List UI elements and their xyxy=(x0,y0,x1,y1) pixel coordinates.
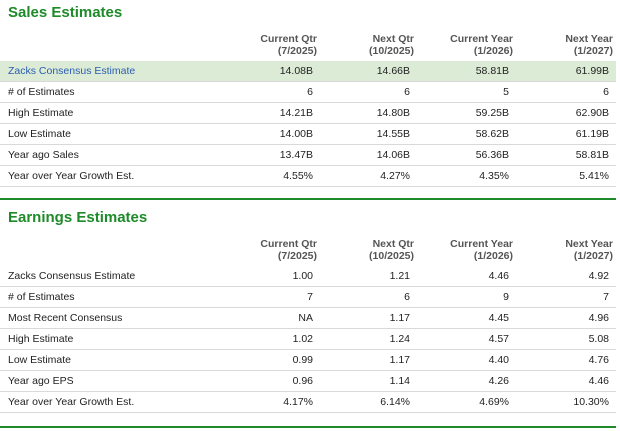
table-cell: 4.92 xyxy=(588,270,609,282)
table-row: Year ago Sales 13.47B 14.06B 56.36B 58.8… xyxy=(0,145,616,166)
table-cell: 1.14 xyxy=(389,375,410,387)
section-divider xyxy=(0,426,616,428)
row-label: # of Estimates xyxy=(8,86,75,98)
table-cell: 1.02 xyxy=(292,333,313,345)
table-row: Most Recent Consensus NA 1.17 4.45 4.96 xyxy=(0,308,616,329)
row-label: Year over Year Growth Est. xyxy=(8,170,135,182)
table-cell: 4.55% xyxy=(283,170,313,182)
table-cell: 0.96 xyxy=(292,375,313,387)
table-cell: 1.17 xyxy=(389,312,410,324)
table-row: Low Estimate 14.00B 14.55B 58.62B 61.19B xyxy=(0,124,616,145)
table-cell: 4.76 xyxy=(588,354,609,366)
earnings-header-current-qtr: Current Qtr (7/2025) xyxy=(260,238,317,262)
table-row: Year ago EPS 0.96 1.14 4.26 4.46 xyxy=(0,371,616,392)
table-cell: 58.81B xyxy=(575,149,609,161)
table-cell: 4.45 xyxy=(488,312,509,324)
table-row: High Estimate 1.02 1.24 4.57 5.08 xyxy=(0,329,616,350)
table-cell: 7 xyxy=(603,291,609,303)
table-row: # of Estimates 7 6 9 7 xyxy=(0,287,616,308)
sales-estimates-section: Sales Estimates Current Qtr (7/2025) Nex… xyxy=(0,0,620,200)
row-label: Low Estimate xyxy=(8,354,72,366)
table-cell: 4.69% xyxy=(479,396,509,408)
row-label: Year ago Sales xyxy=(8,149,79,161)
row-label: # of Estimates xyxy=(8,291,75,303)
row-label: Year ago EPS xyxy=(8,375,74,387)
table-cell: 1.17 xyxy=(389,354,410,366)
table-cell: 13.47B xyxy=(279,149,313,161)
table-row: Year over Year Growth Est. 4.17% 6.14% 4… xyxy=(0,392,616,413)
row-label: High Estimate xyxy=(8,333,74,345)
table-cell: 5.08 xyxy=(588,333,609,345)
table-cell: 14.06B xyxy=(376,149,410,161)
row-label: High Estimate xyxy=(8,107,74,119)
table-cell: 6.14% xyxy=(380,396,410,408)
table-cell: 9 xyxy=(503,291,509,303)
table-cell: 4.57 xyxy=(488,333,509,345)
table-cell: 4.96 xyxy=(588,312,609,324)
table-cell: 56.36B xyxy=(475,149,509,161)
section-divider xyxy=(0,198,616,200)
table-cell: 61.99B xyxy=(575,65,609,77)
table-cell: 4.40 xyxy=(488,354,509,366)
earnings-header-next-year: Next Year (1/2027) xyxy=(565,238,613,262)
table-cell: 4.46 xyxy=(488,270,509,282)
table-row: # of Estimates 6 6 5 6 xyxy=(0,82,616,103)
sales-header-current-year: Current Year (1/2026) xyxy=(450,33,513,57)
table-cell: 4.46 xyxy=(588,375,609,387)
table-cell: 5.41% xyxy=(579,170,609,182)
table-cell: 1.24 xyxy=(389,333,410,345)
sales-estimates-title: Sales Estimates xyxy=(8,4,123,21)
table-cell: 6 xyxy=(404,291,410,303)
table-cell: 4.35% xyxy=(479,170,509,182)
table-cell: 14.08B xyxy=(279,65,313,77)
table-cell: 7 xyxy=(307,291,313,303)
table-cell: 10.30% xyxy=(573,396,609,408)
sales-header-current-qtr: Current Qtr (7/2025) xyxy=(260,33,317,57)
table-row: Zacks Consensus Estimate 1.00 1.21 4.46 … xyxy=(0,266,616,287)
table-cell: 14.80B xyxy=(376,107,410,119)
earnings-estimates-title: Earnings Estimates xyxy=(8,209,148,226)
row-label: Year over Year Growth Est. xyxy=(8,396,135,408)
table-cell: 14.66B xyxy=(376,65,410,77)
table-cell: 6 xyxy=(307,86,313,98)
sales-header-next-qtr: Next Qtr (10/2025) xyxy=(369,33,414,57)
table-cell: 6 xyxy=(603,86,609,98)
table-row: Year over Year Growth Est. 4.55% 4.27% 4… xyxy=(0,166,616,187)
table-cell: 0.99 xyxy=(292,354,313,366)
table-cell: 14.55B xyxy=(376,128,410,140)
table-cell: 4.27% xyxy=(380,170,410,182)
table-cell: 1.21 xyxy=(389,270,410,282)
table-cell: 5 xyxy=(503,86,509,98)
table-row: Low Estimate 0.99 1.17 4.40 4.76 xyxy=(0,350,616,371)
row-label: Most Recent Consensus xyxy=(8,312,123,324)
row-label: Zacks Consensus Estimate xyxy=(8,270,136,282)
table-row: High Estimate 14.21B 14.80B 59.25B 62.90… xyxy=(0,103,616,124)
table-cell: 14.21B xyxy=(279,107,313,119)
table-cell: 4.26 xyxy=(488,375,509,387)
row-label: Low Estimate xyxy=(8,128,72,140)
table-cell: NA xyxy=(298,312,313,324)
table-cell: 4.17% xyxy=(283,396,313,408)
table-cell: 1.00 xyxy=(292,270,313,282)
table-cell: 14.00B xyxy=(279,128,313,140)
earnings-header-next-qtr: Next Qtr (10/2025) xyxy=(369,238,414,262)
table-cell: 6 xyxy=(404,86,410,98)
table-cell: 62.90B xyxy=(575,107,609,119)
table-cell: 58.62B xyxy=(475,128,509,140)
earnings-header-current-year: Current Year (1/2026) xyxy=(450,238,513,262)
sales-header-next-year: Next Year (1/2027) xyxy=(565,33,613,57)
table-cell: 59.25B xyxy=(475,107,509,119)
earnings-estimates-section: Earnings Estimates Current Qtr (7/2025) … xyxy=(0,200,620,429)
sales-consensus-link[interactable]: Zacks Consensus Estimate xyxy=(8,65,136,77)
table-cell: 61.19B xyxy=(575,128,609,140)
table-cell: 58.81B xyxy=(475,65,509,77)
sales-row-consensus: Zacks Consensus Estimate 14.08B 14.66B 5… xyxy=(0,61,616,82)
